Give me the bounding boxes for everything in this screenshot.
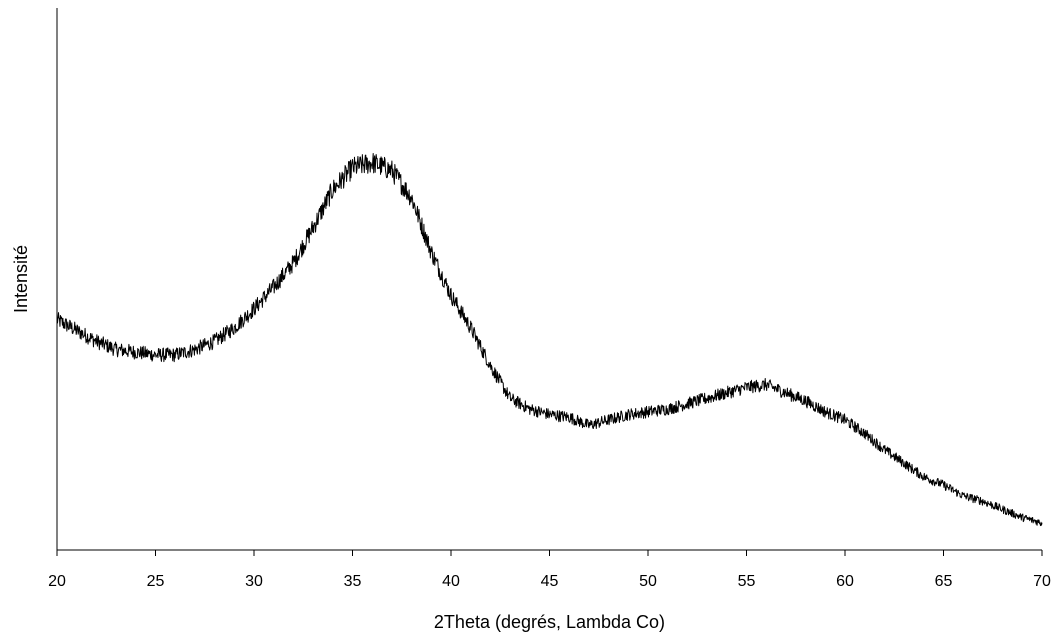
- x-tick-label: 30: [245, 573, 263, 590]
- x-tick-label: 60: [836, 573, 854, 590]
- plot-area: [56, 153, 1043, 527]
- y-axis-title: Intensité: [11, 245, 31, 313]
- x-axis-title: 2Theta (degrés, Lambda Co): [434, 612, 665, 632]
- x-tick-label: 50: [639, 573, 657, 590]
- x-tick-label: 70: [1033, 573, 1051, 590]
- x-tick-label: 65: [935, 573, 953, 590]
- x-axis-ticks: 20 25 30 35 40 45 50 55 60 65 70: [48, 550, 1051, 590]
- x-tick-label: 20: [48, 573, 66, 590]
- diffraction-series-line: [56, 153, 1043, 527]
- x-tick-label: 35: [344, 573, 362, 590]
- x-tick-label: 55: [738, 573, 756, 590]
- x-tick-label: 45: [541, 573, 559, 590]
- x-tick-label: 40: [442, 573, 460, 590]
- x-tick-label: 25: [147, 573, 165, 590]
